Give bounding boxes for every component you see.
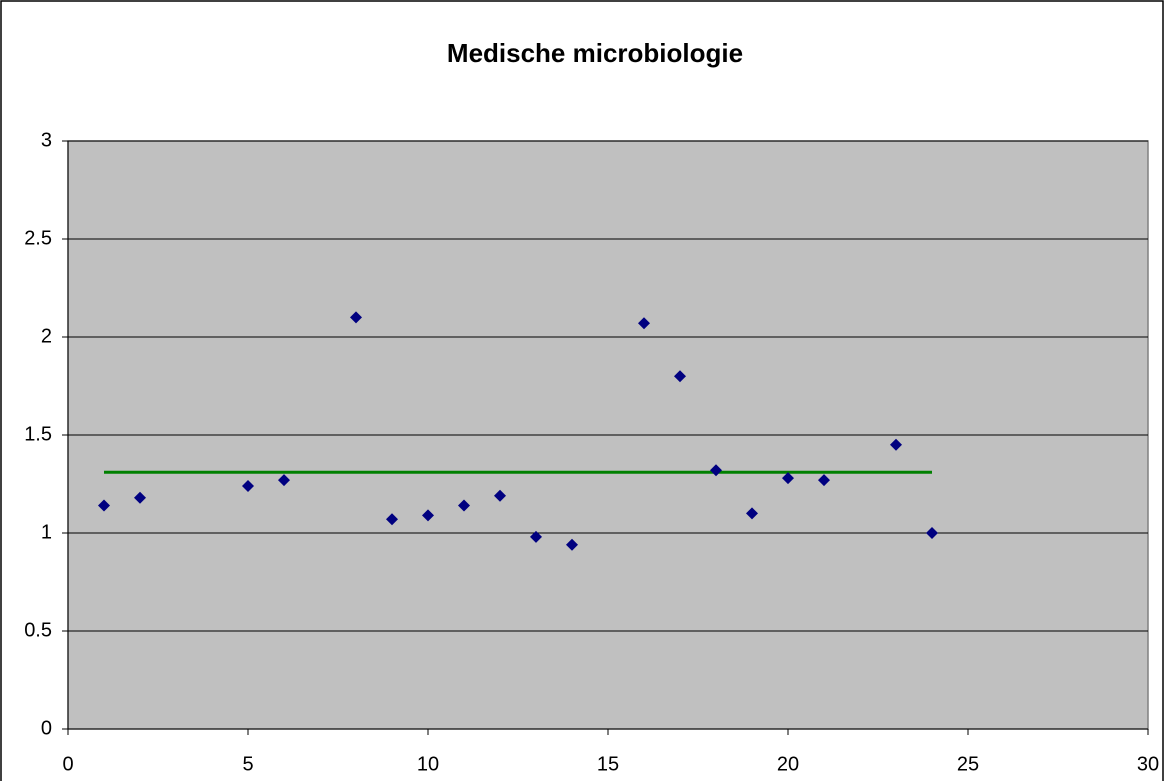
marker (566, 538, 578, 551)
x-tick-label: 25 (957, 753, 979, 775)
marker (782, 472, 794, 485)
marker (278, 474, 290, 487)
chart-title: Medische microbiologie (447, 38, 743, 68)
marker (746, 507, 758, 520)
marker (530, 530, 542, 543)
marker (458, 499, 470, 512)
marker (926, 527, 938, 539)
x-tick-label: 30 (1137, 753, 1159, 775)
y-tick-label: 0 (41, 717, 52, 739)
y-tick-label: 2.5 (24, 227, 52, 249)
marker (242, 479, 254, 492)
marker (494, 489, 506, 502)
marker (710, 464, 722, 477)
y-tick-label: 1 (41, 521, 52, 543)
y-tick-label: 0.5 (24, 619, 52, 641)
marker (134, 491, 146, 504)
marker (350, 311, 362, 324)
marker (386, 513, 398, 526)
y-tick-label: 1.5 (24, 423, 52, 445)
marker (674, 370, 686, 383)
x-tick-label: 10 (417, 753, 439, 775)
marker (638, 317, 650, 330)
x-tick-label: 0 (62, 753, 73, 775)
marker (422, 509, 434, 522)
x-tick-label: 5 (242, 753, 253, 775)
x-tick-label: 20 (777, 753, 799, 775)
y-tick-label: 2 (41, 325, 52, 347)
marker (98, 499, 110, 512)
marker (890, 438, 902, 451)
y-tick-label: 3 (41, 129, 52, 151)
x-tick-label: 15 (597, 753, 619, 775)
marker (818, 474, 830, 487)
